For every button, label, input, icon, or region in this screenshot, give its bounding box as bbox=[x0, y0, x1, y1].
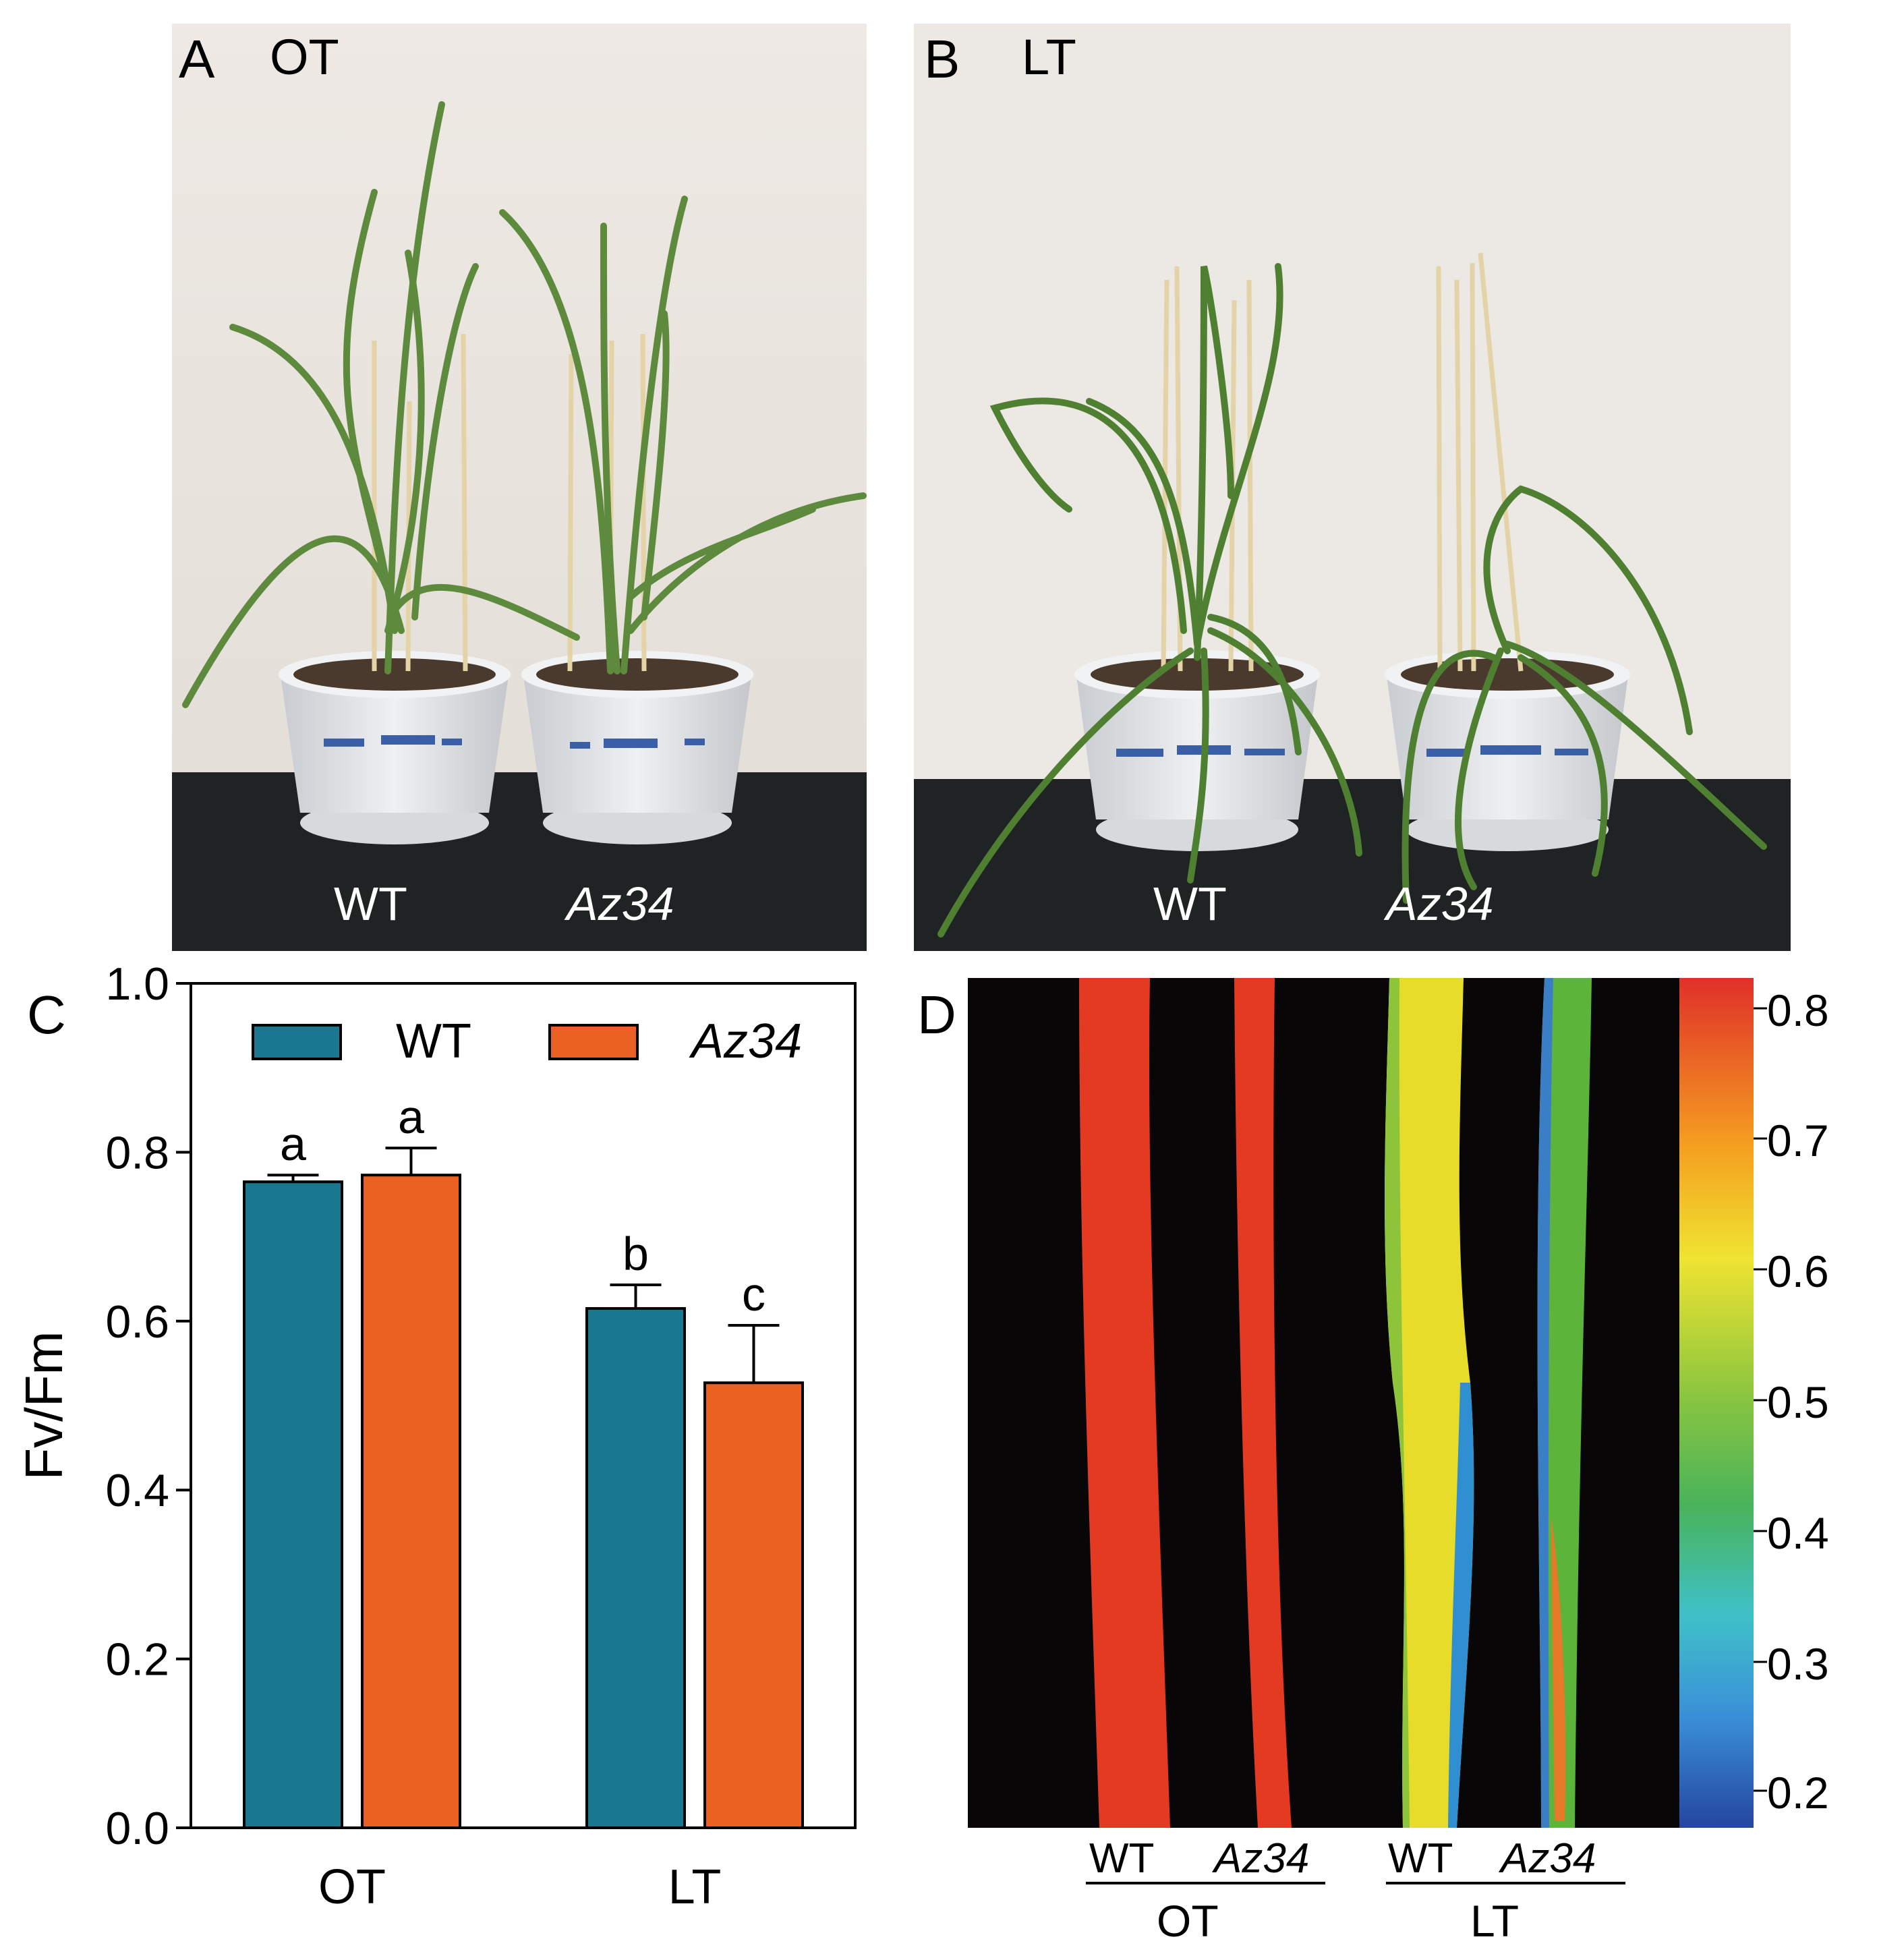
colorbar-tick-0.4: 0.4 bbox=[1767, 1508, 1829, 1558]
colorbar-tick-0.3: 0.3 bbox=[1767, 1639, 1829, 1689]
colorbar-tick-0.5: 0.5 bbox=[1767, 1377, 1829, 1427]
panel-b-label-az34: Az34 bbox=[1386, 877, 1494, 930]
panel-b-condition: LT bbox=[1022, 29, 1076, 85]
colorbar-tick-0.8: 0.8 bbox=[1767, 985, 1829, 1035]
panel-d-group-lt: LT bbox=[1470, 1896, 1520, 1946]
panel-d-group-ot: OT bbox=[1157, 1896, 1219, 1946]
y-tick-label: 1.0 bbox=[105, 958, 169, 1010]
x-category-label: OT bbox=[318, 1860, 386, 1914]
y-tick-label: 0.6 bbox=[105, 1296, 169, 1348]
legend-label: WT bbox=[396, 1014, 471, 1068]
panel-d-label-ot-az34: Az34 bbox=[1214, 1835, 1310, 1882]
panel-b-photo bbox=[914, 24, 1791, 951]
panel-a-label-az34: Az34 bbox=[567, 877, 674, 930]
colorbar bbox=[1679, 978, 1767, 1828]
y-tick-label: 0.8 bbox=[105, 1127, 169, 1178]
colorbar-tick-0.2: 0.2 bbox=[1767, 1768, 1829, 1818]
y-tick-label: 0.2 bbox=[105, 1634, 169, 1685]
panel-a-photo bbox=[172, 24, 867, 951]
significance-letter: c bbox=[742, 1268, 765, 1321]
y-tick-label: 0.4 bbox=[105, 1465, 169, 1516]
plot-frame bbox=[190, 982, 857, 1829]
panel-d-label-lt-az34: Az34 bbox=[1501, 1835, 1596, 1882]
panel-d-label-lt-wt: WT bbox=[1388, 1835, 1453, 1882]
significance-letter: a bbox=[280, 1118, 306, 1170]
bar-chart: 0.0 0.2 0.4 0.6 0.8 1.0 Fv/Fm a b a c OT LT WT Az34 bbox=[14, 958, 857, 1914]
significance-letter: a bbox=[398, 1091, 424, 1143]
colorbar-tick-0.7: 0.7 bbox=[1767, 1116, 1829, 1165]
colorbar-tick-0.6: 0.6 bbox=[1767, 1246, 1829, 1296]
colorbar-tick-labels: 0.8 0.7 0.6 0.5 0.4 0.3 0.2 bbox=[1767, 978, 1875, 1828]
panel-a-letter: A bbox=[179, 29, 215, 89]
panel-d-ot-underline bbox=[1086, 1882, 1325, 1884]
bar bbox=[243, 1180, 343, 1830]
panel-a-label-wt: WT bbox=[334, 877, 407, 930]
panel-a-condition: OT bbox=[270, 29, 339, 85]
legend-label: Az34 bbox=[689, 1014, 802, 1068]
fluorescence-image bbox=[968, 978, 1683, 1828]
bar bbox=[361, 1174, 461, 1830]
legend-swatch bbox=[252, 1024, 342, 1060]
y-tick-label: 0.0 bbox=[105, 1803, 169, 1854]
panel-d-lt-underline bbox=[1386, 1882, 1625, 1884]
panel-c-letter: C bbox=[27, 985, 66, 1045]
panel-b-label-wt: WT bbox=[1153, 877, 1227, 930]
bar bbox=[585, 1307, 686, 1829]
panel-b-letter: B bbox=[924, 29, 960, 89]
x-category-label: LT bbox=[668, 1860, 722, 1914]
panel-d-label-ot-wt: WT bbox=[1089, 1835, 1155, 1882]
y-axis-label: Fv/Fm bbox=[14, 1331, 74, 1480]
bar bbox=[703, 1381, 804, 1829]
panel-d-letter: D bbox=[917, 985, 956, 1045]
significance-letter: b bbox=[623, 1228, 649, 1280]
legend-swatch bbox=[548, 1024, 639, 1060]
